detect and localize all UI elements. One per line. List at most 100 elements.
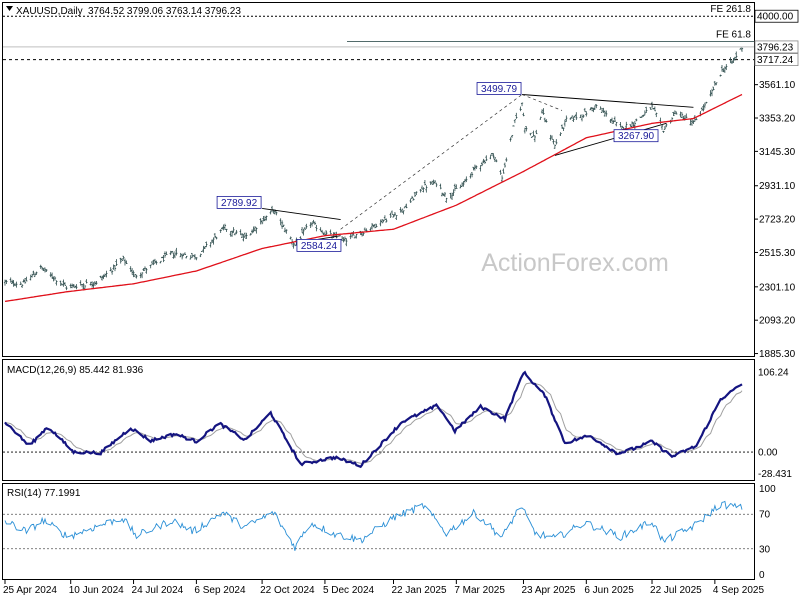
candle <box>549 134 552 141</box>
candle <box>709 90 712 97</box>
rsi-pane-frame <box>2 483 755 580</box>
candle <box>225 228 228 232</box>
rsi-tick-label: 0 <box>759 570 765 581</box>
candle <box>249 233 252 236</box>
candle <box>163 251 167 258</box>
candle <box>480 161 484 167</box>
price-tick-label: 2515.30 <box>759 248 796 259</box>
candle <box>230 230 234 237</box>
candle <box>560 124 564 129</box>
candle <box>660 125 664 130</box>
macd-title: MACD(12,26,9) 85.442 81.936 <box>7 365 144 376</box>
header-arrow-icon <box>6 6 13 11</box>
candle <box>625 121 628 129</box>
candle <box>25 276 28 282</box>
price-tick-label: 1885.30 <box>759 349 796 360</box>
candle <box>83 285 87 289</box>
candle <box>59 280 62 286</box>
candle <box>413 192 417 198</box>
candle <box>253 226 257 232</box>
candle <box>143 266 147 271</box>
candle <box>262 215 265 222</box>
candle <box>479 165 482 172</box>
candle <box>572 116 575 123</box>
candle <box>263 215 267 222</box>
candle <box>423 179 427 186</box>
candle <box>675 111 678 115</box>
candle <box>612 120 615 124</box>
candle <box>509 137 512 142</box>
candle <box>592 107 595 113</box>
candle <box>209 242 212 248</box>
candle <box>650 101 654 109</box>
candle <box>73 285 77 289</box>
candle <box>672 111 675 116</box>
candle <box>540 109 544 114</box>
candle <box>282 224 285 227</box>
candle <box>513 119 517 124</box>
candle <box>702 104 705 112</box>
candle <box>315 224 318 232</box>
candle <box>445 197 448 203</box>
candle <box>400 208 404 213</box>
candle <box>141 272 144 279</box>
time-tick-label: 4 Sep 2025 <box>713 585 765 596</box>
candle <box>715 82 718 86</box>
candle <box>42 268 45 271</box>
price-tick-label: 2301.10 <box>759 282 796 293</box>
candle <box>109 267 112 272</box>
candle <box>383 215 387 220</box>
candle <box>325 230 328 235</box>
candle <box>530 136 534 138</box>
trendline <box>554 122 667 156</box>
candle <box>555 139 558 145</box>
candle <box>142 268 145 271</box>
candle <box>523 127 526 134</box>
candle <box>265 215 268 221</box>
candle <box>252 226 255 233</box>
candle <box>233 233 237 236</box>
candle <box>649 107 652 110</box>
candle <box>475 165 478 170</box>
price-annotation: 2584.24 <box>296 238 342 252</box>
candle <box>72 284 75 288</box>
time-tick-label: 22 Jan 2025 <box>391 585 446 596</box>
candle <box>345 238 348 247</box>
macd-pane-frame <box>2 359 755 481</box>
rsi-title: RSI(14) 77.1991 <box>7 488 81 499</box>
candle <box>111 270 114 275</box>
candle <box>82 283 85 290</box>
candle <box>22 279 25 283</box>
candle <box>712 86 715 91</box>
candle <box>355 234 358 239</box>
candle <box>713 81 716 86</box>
candle <box>450 192 454 201</box>
candle <box>213 233 217 238</box>
candle <box>123 258 127 266</box>
candle <box>593 105 596 110</box>
candle <box>255 227 258 234</box>
candle <box>455 184 458 189</box>
price-tick-label: 2931.10 <box>759 181 796 192</box>
candle <box>192 254 195 257</box>
candle <box>635 118 638 122</box>
candle <box>419 189 422 193</box>
candle <box>502 168 505 174</box>
candle <box>725 64 728 71</box>
candle <box>732 57 735 64</box>
candle <box>342 237 345 243</box>
candle <box>412 198 415 201</box>
candle <box>329 229 332 235</box>
candle <box>125 260 128 265</box>
candle <box>245 232 248 239</box>
rsi-tick-label: 70 <box>759 510 771 521</box>
svg-text:3267.90: 3267.90 <box>618 131 655 142</box>
candle <box>115 259 118 266</box>
candle <box>380 218 384 224</box>
candle <box>685 113 688 119</box>
candle <box>692 120 695 124</box>
candle <box>260 219 264 225</box>
candle <box>462 181 465 187</box>
rsi-line <box>4 500 743 551</box>
candle <box>31 273 34 278</box>
